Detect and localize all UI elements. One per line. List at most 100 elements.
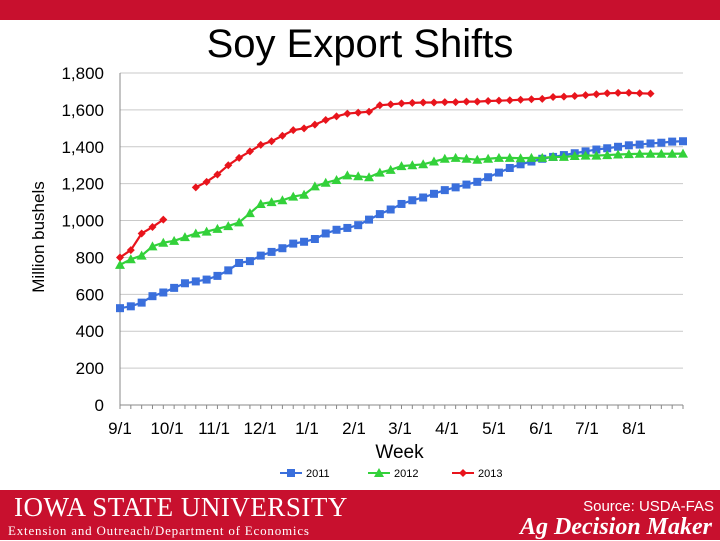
- data-point: [354, 221, 363, 230]
- data-point: [679, 137, 687, 146]
- data-point: [223, 221, 234, 231]
- data-point: [234, 217, 245, 227]
- x-tick-label: 4/1: [435, 419, 459, 438]
- data-point: [300, 237, 309, 246]
- x-tick-label: 11/1: [198, 419, 230, 438]
- data-point: [483, 153, 494, 163]
- data-point: [170, 283, 179, 292]
- y-tick-label: 1,400: [61, 138, 104, 157]
- data-point: [289, 239, 298, 248]
- data-point: [473, 177, 482, 186]
- data-point: [321, 229, 330, 238]
- data-point: [657, 138, 666, 147]
- data-point: [645, 148, 656, 158]
- y-tick-label: 1,600: [61, 101, 104, 120]
- data-point: [473, 97, 482, 106]
- data-point: [386, 100, 395, 109]
- data-point: [212, 223, 223, 233]
- data-point: [224, 161, 233, 170]
- data-point: [505, 163, 514, 172]
- data-point: [624, 141, 633, 150]
- data-point: [623, 149, 634, 159]
- legend-label: 2012: [394, 468, 418, 480]
- chart: 0 200 400 600 800 1,000 1,200 1,400 1,600 1,800 9/…: [29, 64, 688, 480]
- series-line-2013: [195, 91, 651, 189]
- data-point: [559, 92, 568, 101]
- y-tick-label: 1,000: [61, 212, 104, 231]
- data-point: [462, 97, 471, 106]
- data-point: [235, 153, 244, 162]
- data-point: [245, 257, 254, 266]
- data-point: [353, 171, 364, 181]
- data-point: [635, 140, 644, 149]
- data-point: [450, 152, 461, 162]
- data-point: [494, 168, 503, 177]
- data-point: [343, 223, 352, 232]
- data-point: [614, 142, 623, 151]
- data-point: [277, 195, 288, 205]
- y-tick-label: 400: [76, 322, 104, 341]
- x-tick-label: 6/1: [529, 419, 553, 438]
- data-point: [440, 98, 449, 107]
- x-tick-label: 3/1: [388, 419, 412, 438]
- data-point: [419, 193, 428, 202]
- page-title: Soy Export Shifts: [206, 22, 514, 66]
- data-point: [365, 107, 374, 116]
- legend-label: 2013: [478, 468, 502, 480]
- data-point: [408, 196, 417, 205]
- data-point: [116, 253, 124, 262]
- data-point: [374, 468, 384, 477]
- data-point: [244, 208, 255, 218]
- data-point: [505, 96, 514, 105]
- data-point: [267, 137, 276, 146]
- data-point: [614, 88, 623, 97]
- data-point: [515, 153, 526, 163]
- data-point: [332, 225, 341, 234]
- data-point: [365, 215, 374, 224]
- data-point: [287, 469, 295, 477]
- data-point: [429, 189, 438, 198]
- data-point: [191, 277, 200, 286]
- data-point: [624, 88, 633, 97]
- legend-label: 2011: [306, 468, 330, 480]
- x-tick-label: 2/1: [342, 419, 366, 438]
- data-point: [320, 177, 331, 187]
- data-point: [592, 90, 601, 99]
- data-point: [299, 189, 310, 199]
- data-point: [440, 186, 449, 195]
- data-point: [451, 98, 460, 107]
- data-point: [569, 151, 580, 160]
- data-point: [235, 258, 244, 267]
- data-point: [526, 152, 537, 162]
- x-tick-label: 5/1: [482, 419, 506, 438]
- data-point: [245, 147, 254, 156]
- data-point: [635, 89, 644, 98]
- data-point: [213, 271, 222, 280]
- data-point: [213, 170, 222, 179]
- data-point: [397, 99, 406, 108]
- data-point: [375, 101, 384, 110]
- data-point: [484, 173, 493, 182]
- data-point: [224, 266, 233, 275]
- data-point: [267, 247, 276, 256]
- y-tick-label: 200: [76, 359, 104, 378]
- university-logo-text: IOWA STATE UNIVERSITY: [14, 492, 348, 522]
- data-point: [115, 259, 125, 269]
- data-point: [537, 152, 548, 162]
- data-point: [408, 98, 417, 107]
- data-point: [126, 246, 135, 255]
- data-point: [169, 235, 180, 245]
- x-tick-label: 1/1: [295, 419, 319, 438]
- data-point: [581, 91, 590, 100]
- data-point: [516, 160, 525, 169]
- data-point: [603, 89, 612, 98]
- x-tick-label: 9/1: [108, 419, 132, 438]
- y-tick-label: 1,200: [61, 175, 104, 194]
- data-point: [256, 251, 265, 260]
- data-point: [342, 170, 353, 180]
- data-point: [570, 92, 579, 101]
- data-point: [459, 469, 467, 477]
- footer-bar: IOWA STATE UNIVERSITY Extension and Outr…: [0, 490, 720, 540]
- x-tick-label: 8/1: [622, 419, 646, 438]
- data-point: [202, 177, 211, 186]
